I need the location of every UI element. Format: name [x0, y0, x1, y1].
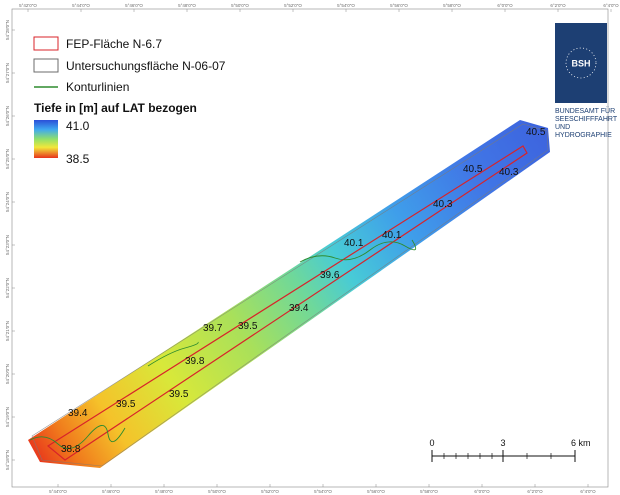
contour-label: 40.5	[526, 127, 546, 138]
contour-label: 39.7	[203, 323, 223, 334]
survey-area-outline	[31, 123, 549, 467]
contour-label: 39.6	[320, 270, 340, 281]
contour-legend-label: Konturlinien	[66, 80, 129, 94]
coordinate-tick-label: 5°46'0"O	[125, 3, 143, 8]
contour-label: 40.5	[463, 164, 483, 175]
logo-agency-line: HYDROGRAPHIE	[555, 132, 612, 139]
coordinate-tick-label: 6°4'0"O	[603, 3, 619, 8]
contour-label: 39.8	[185, 356, 205, 367]
coordinate-tick-label: 5°52'0"O	[261, 489, 279, 494]
contour-label: 40.3	[433, 199, 453, 210]
coordinate-tick-label: 54°22'0"N	[5, 278, 10, 298]
coordinate-tick-label: 5°56'0"O	[367, 489, 385, 494]
scale-label: 0	[429, 438, 434, 448]
logo-badge	[555, 23, 607, 103]
map-legend: FEP-Fläche N-6.7 Untersuchungsfläche N-0…	[33, 36, 226, 166]
scale-bar: 0 3 6 km	[429, 438, 591, 462]
contour-label: 39.5	[238, 321, 258, 332]
depth-legend-title: Tiefe in [m] auf LAT bezogen	[34, 101, 197, 115]
fep-area-outline	[46, 145, 528, 461]
contour-label: 40.1	[382, 230, 402, 241]
contour-label: 39.5	[169, 389, 189, 400]
contour-label: 39.4	[68, 408, 88, 419]
coordinate-tick-label: 54°25'0"N	[5, 149, 10, 169]
coordinate-tick-label: 5°56'0"O	[390, 3, 408, 8]
coordinate-tick-label: 54°19'0"N	[5, 407, 10, 427]
coordinate-tick-label: 54°27'0"N	[5, 63, 10, 83]
contour-label: 38.8	[61, 444, 81, 455]
coordinate-tick-label: 5°48'0"O	[155, 489, 173, 494]
coordinate-tick-label: 5°52'0"O	[284, 3, 302, 8]
coordinate-tick-label: 6°2'0"O	[527, 489, 543, 494]
coordinate-tick-label: 5°54'0"O	[337, 3, 355, 8]
coordinate-tick-label: 54°26'0"N	[5, 106, 10, 126]
top-coordinate-ticks: 5°42'0"O 5°44'0"O 5°46'0"O 5°48'0"O 5°50'0"O…	[19, 3, 619, 12]
coordinate-tick-label: 5°46'0"O	[102, 489, 120, 494]
contour-label: 39.5	[116, 399, 136, 410]
logo-star-ring	[565, 47, 597, 79]
logo-agency-line: SEESCHIFFFAHRT	[555, 116, 618, 123]
coordinate-tick-label: 5°48'0"O	[178, 3, 196, 8]
fep-legend-label: FEP-Fläche N-6.7	[66, 37, 162, 51]
survey-legend-label: Untersuchungsfläche N-06-07	[66, 59, 226, 73]
logo-agency-line: UND	[555, 124, 570, 131]
coordinate-tick-label: 5°58'0"O	[420, 489, 438, 494]
coordinate-tick-label: 54°21'0"N	[5, 321, 10, 341]
bottom-coordinate-ticks: 5°44'0"O 5°46'0"O 5°48'0"O 5°50'0"O 5°52'0"O…	[49, 484, 596, 494]
contour-label: 40.3	[499, 167, 519, 178]
coordinate-tick-label: 5°44'0"O	[72, 3, 90, 8]
survey-legend-swatch	[33, 58, 59, 73]
coordinate-tick-label: 6°2'0"O	[550, 3, 566, 8]
scale-label: 6 km	[571, 438, 591, 448]
coordinate-tick-label: 6°4'0"O	[580, 489, 596, 494]
coordinate-tick-label: 54°24'0"N	[5, 192, 10, 212]
contour-line	[299, 239, 417, 263]
bsh-logo: BSH BUNDESAMT FÜR SEESCHIFFFAHRT UND HYD…	[555, 23, 618, 139]
coordinate-tick-label: 6°0'0"O	[497, 3, 513, 8]
coordinate-tick-label: 54°23'0"N	[5, 235, 10, 255]
fep-legend-swatch	[33, 36, 59, 51]
depth-color-ramp	[34, 120, 58, 158]
coordinate-tick-label: 54°18'0"N	[5, 450, 10, 470]
logo-agency-line: BUNDESAMT FÜR	[555, 107, 615, 115]
coordinate-tick-label: 5°58'0"O	[443, 3, 461, 8]
left-coordinate-ticks: 54°28'0"N 54°27'0"N 54°26'0"N 54°25'0"N 54°2…	[5, 20, 15, 470]
coordinate-tick-label: 6°0'0"O	[474, 489, 490, 494]
depth-min-label: 38.5	[66, 152, 90, 166]
depth-max-label: 41.0	[66, 119, 90, 133]
contour-line	[29, 425, 126, 449]
coordinate-tick-label: 5°50'0"O	[231, 3, 249, 8]
contour-line	[147, 341, 199, 367]
contour-label: 40.1	[344, 238, 364, 249]
logo-badge-text: BSH	[571, 59, 590, 69]
coordinate-tick-label: 5°44'0"O	[49, 489, 67, 494]
coordinate-tick-label: 54°28'0"N	[5, 20, 10, 40]
scale-label: 3	[500, 438, 505, 448]
coordinate-tick-label: 5°50'0"O	[208, 489, 226, 494]
coordinate-tick-label: 5°42'0"O	[19, 3, 37, 8]
coordinate-tick-label: 5°54'0"O	[314, 489, 332, 494]
contour-label: 39.4	[289, 303, 309, 314]
coordinate-tick-label: 54°20'0"N	[5, 364, 10, 384]
